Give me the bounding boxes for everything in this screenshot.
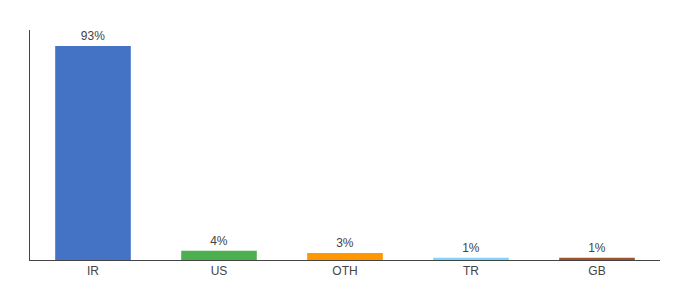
svg-text:4%: 4% bbox=[210, 234, 228, 248]
svg-text:1%: 1% bbox=[588, 241, 606, 255]
svg-text:GB: GB bbox=[588, 264, 605, 278]
svg-text:93%: 93% bbox=[81, 29, 105, 43]
svg-text:OTH: OTH bbox=[332, 264, 357, 278]
svg-text:US: US bbox=[211, 264, 228, 278]
svg-text:IR: IR bbox=[87, 264, 99, 278]
svg-text:3%: 3% bbox=[336, 236, 354, 250]
svg-text:TR: TR bbox=[463, 264, 479, 278]
svg-text:1%: 1% bbox=[462, 241, 480, 255]
